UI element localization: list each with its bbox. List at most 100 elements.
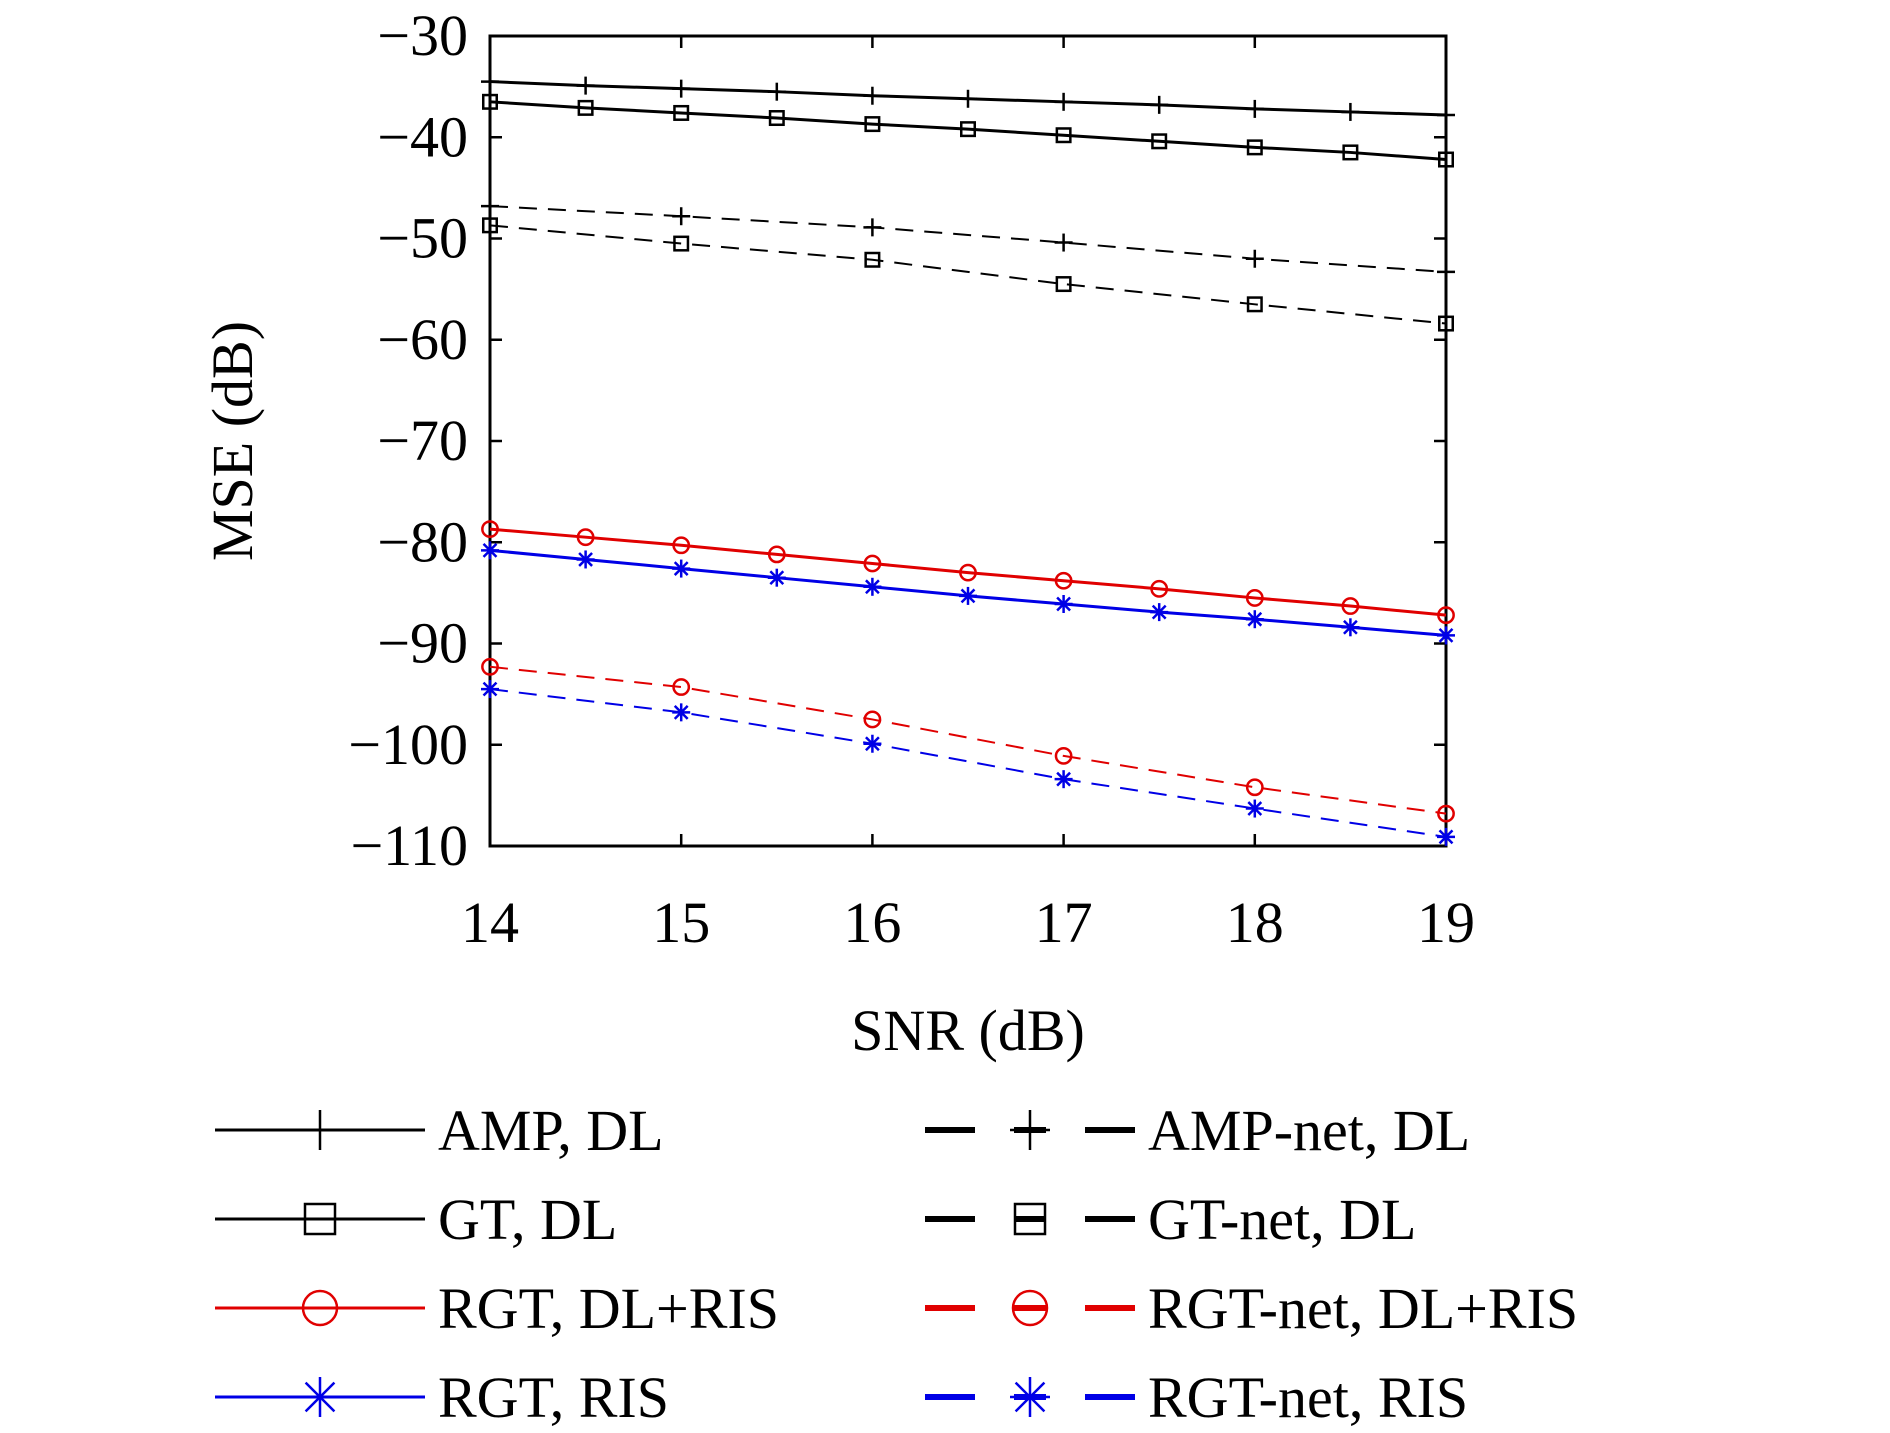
data-point-rgt-dl-ris [1150,579,1169,598]
legend-entry-amp-dl: AMP, DL [215,1098,664,1163]
data-point-gt-net-dl [1055,276,1072,293]
data-point-gt-dl [577,99,594,116]
data-point-gt-dl [1342,144,1359,161]
x-axis: 14 15 16 17 18 19 [461,36,1475,955]
data-point-rgt-net-dl-ris [481,657,499,676]
data-point-rgt-net-ris-d2 [673,704,689,720]
series-gt-dl [482,93,1454,168]
data-point-rgt-net-dl-ris [1437,804,1455,823]
series-line-gt-dl [489,100,1447,162]
x-tick-label: 16 [843,890,901,955]
legend-label: GT, DL [438,1187,617,1252]
series-line-amp-net-dl [489,205,1447,273]
data-point-rgt-ris-d2 [673,561,689,576]
legend-marker [301,1289,339,1327]
series-rgt-ris [481,541,1455,645]
legend-label: RGT-net, DL+RIS [1148,1276,1578,1341]
legend-label: AMP-net, DL [1148,1098,1470,1163]
x-tick-label: 17 [1035,890,1093,955]
series-rgt-dl-ris [481,520,1455,625]
series-line-gt-net-dl [489,224,1447,325]
series-line-rgt-net-ris [489,688,1447,838]
y-tick-label: −80 [377,509,468,574]
series-amp-dl [481,72,1455,124]
data-point-rgt-net-dl-ris [672,678,691,696]
data-point-rgt-ris-d2 [1151,604,1167,620]
legend-label: AMP, DL [438,1098,664,1163]
data-point-gt-net-dl [482,217,498,234]
series-rgt-net-ris [481,680,1455,846]
x-tick-label: 19 [1417,890,1475,955]
data-point-rgt-dl-ris [576,528,595,547]
data-point-rgt-ris-d2 [482,542,498,558]
data-point-rgt-net-ris-d2 [1247,801,1263,816]
data-point-rgt-dl-ris [1437,606,1455,625]
legend-entry-gt-dl: GT, DL [215,1187,617,1252]
legend: AMP, DL AMP-net, DL GT, DL GT-net, DL RGT, D… [215,1098,1578,1430]
x-axis-label: SNR (dB) [851,998,1085,1063]
series-rgt-net-dl-ris [481,657,1455,823]
data-point-rgt-net-ris-d2 [865,736,880,752]
y-tick-label: −110 [350,813,468,878]
x-tick-label: 18 [1226,890,1284,955]
series-layer [481,72,1455,846]
y-tick-label: −40 [377,104,468,169]
data-point-rgt-dl-ris [1054,571,1073,590]
data-point-gt-dl [1438,151,1454,168]
data-point-rgt-ris-d2 [1438,628,1454,643]
legend-entry-rgt-dl-ris: RGT, DL+RIS [215,1276,779,1341]
data-point-gt-dl [864,116,881,133]
data-point-rgt-net-ris-d2 [1056,771,1071,787]
data-point-rgt-dl-ris [767,545,786,564]
legend-entry-rgt-net-dl-ris: RGT-net, DL+RIS [925,1276,1578,1341]
data-point-rgt-ris-d2 [1056,596,1071,612]
data-point-rgt-dl-ris [672,536,691,555]
series-gt-net-dl [482,217,1454,332]
data-point-rgt-ris-d2 [769,570,785,586]
data-point-rgt-ris-d2 [1343,619,1358,635]
data-point-gt-dl [673,104,690,121]
x-tick-label: 14 [461,890,519,955]
data-point-gt-net-dl [1246,296,1263,313]
data-point-gt-dl [1055,127,1072,144]
legend-label: RGT, RIS [438,1365,669,1430]
plot-frame [488,34,1448,848]
data-point-rgt-dl-ris [1245,589,1264,607]
legend-entry-rgt-ris: RGT, RIS [215,1365,669,1430]
data-point-rgt-dl-ris [959,563,977,582]
data-point-rgt-dl-ris [481,520,499,538]
data-point-rgt-net-dl-ris [863,710,882,729]
y-tick-label: −90 [377,611,468,676]
data-point-rgt-ris-d2 [578,552,593,567]
y-axis-label: MSE (dB) [200,321,265,561]
legend-entry-gt-net-dl: GT-net, DL [925,1187,1416,1252]
legend-label: GT-net, DL [1148,1187,1416,1252]
data-point-rgt-net-dl-ris [1245,778,1264,797]
legend-marker-d2 [1014,1381,1046,1413]
data-point-gt-dl [1151,133,1168,150]
data-point-gt-dl [482,93,498,110]
data-point-rgt-net-ris-d2 [1438,829,1454,845]
legend-marker [1011,1289,1049,1327]
data-point-gt-net-dl [864,251,881,268]
series-line-rgt-net-dl-ris [489,665,1447,815]
data-point-gt-dl [768,110,785,127]
data-point-rgt-dl-ris [863,554,882,573]
series-amp-net-dl [481,197,1455,281]
legend-marker [1013,1202,1047,1236]
x-tick-label: 15 [652,890,710,955]
y-tick-label: −50 [377,206,468,271]
data-point-rgt-ris-d2 [1247,611,1263,627]
legend-label: RGT-net, RIS [1148,1365,1468,1430]
data-point-rgt-ris-d2 [960,588,976,604]
legend-marker-d2 [304,1381,336,1413]
y-tick-label: −30 [377,3,468,68]
data-point-rgt-ris-d2 [865,579,880,595]
legend-entry-rgt-net-ris: RGT-net, RIS [925,1365,1468,1430]
y-tick-label: −60 [377,307,468,372]
data-point-gt-dl [960,121,976,138]
data-point-gt-dl [1246,139,1263,156]
y-tick-label: −70 [377,408,468,473]
data-point-rgt-dl-ris [1341,597,1360,615]
